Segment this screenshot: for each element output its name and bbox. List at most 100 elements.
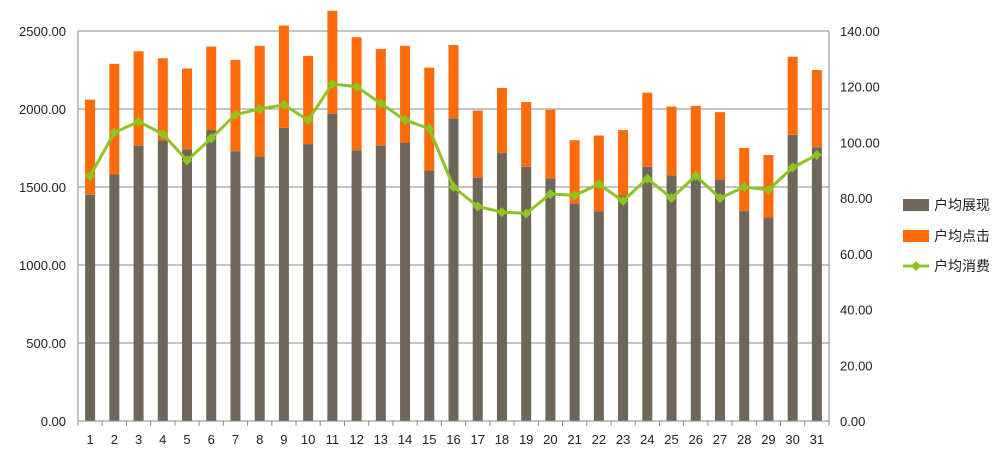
x-tick-label: 1 bbox=[86, 432, 93, 447]
bar-clicks bbox=[278, 25, 289, 128]
x-tick-label: 2 bbox=[111, 432, 118, 447]
bar-impressions bbox=[327, 113, 338, 422]
bar-impressions bbox=[109, 174, 120, 421]
bar-clicks bbox=[448, 45, 459, 119]
x-tick-label: 9 bbox=[280, 432, 287, 447]
line-point bbox=[472, 201, 483, 212]
bar-impressions bbox=[642, 166, 653, 421]
bar-impressions bbox=[811, 147, 822, 421]
bar-clicks bbox=[569, 140, 580, 204]
bar-clicks bbox=[714, 112, 725, 180]
axes: 0.00 500.00 1000.00 1500.00 2000.00 2500.00 0.… bbox=[19, 24, 880, 447]
bar-impressions bbox=[763, 217, 774, 421]
bar-impressions bbox=[714, 179, 725, 421]
bar-impressions bbox=[303, 144, 314, 421]
bar-clicks bbox=[545, 109, 556, 179]
legend-marker bbox=[911, 261, 921, 271]
y-left-tick-label: 1500.00 bbox=[19, 180, 66, 195]
y-right-tick-label: 100.00 bbox=[840, 135, 880, 150]
line-point bbox=[254, 104, 265, 114]
x-tick-label: 27 bbox=[713, 432, 727, 447]
x-tick-label: 10 bbox=[301, 432, 315, 447]
bar-impressions bbox=[545, 178, 556, 421]
bar-impressions bbox=[254, 156, 265, 421]
bar-impressions bbox=[472, 177, 483, 421]
bar-clicks bbox=[739, 148, 750, 212]
bar-impressions bbox=[351, 150, 362, 421]
y-right-tick-label: 40.00 bbox=[840, 303, 873, 318]
line-point bbox=[327, 78, 338, 89]
legend-swatch bbox=[903, 230, 929, 242]
bar-clicks bbox=[182, 68, 193, 150]
bar-clicks bbox=[375, 48, 386, 146]
line-point bbox=[206, 133, 217, 144]
x-tick-label: 26 bbox=[689, 432, 703, 447]
line-point bbox=[182, 155, 193, 166]
bar-impressions bbox=[278, 127, 289, 421]
line-point bbox=[569, 190, 580, 201]
line-point bbox=[690, 170, 701, 181]
bar-impressions bbox=[157, 140, 168, 421]
line-point bbox=[109, 127, 120, 138]
y-left-tick-label: 1000.00 bbox=[19, 258, 66, 273]
bar-impressions bbox=[739, 211, 750, 421]
x-tick-label: 30 bbox=[785, 432, 799, 447]
line-series bbox=[85, 78, 822, 219]
x-tick-label: 14 bbox=[398, 432, 412, 447]
bar-clicks bbox=[496, 87, 507, 153]
line-point bbox=[642, 173, 653, 184]
legend-swatch bbox=[903, 199, 929, 211]
bar-clicks bbox=[642, 92, 653, 167]
x-tick-label: 20 bbox=[543, 432, 557, 447]
bar-clicks bbox=[618, 130, 629, 196]
x-tick-label: 25 bbox=[664, 432, 678, 447]
bar-clicks bbox=[85, 99, 96, 195]
line-point bbox=[278, 99, 289, 110]
line-point bbox=[303, 115, 314, 126]
bar-impressions bbox=[593, 211, 604, 421]
bar-impressions bbox=[666, 175, 677, 421]
x-tick-label: 28 bbox=[737, 432, 751, 447]
bar-clicks bbox=[351, 37, 362, 151]
line-point bbox=[545, 188, 556, 199]
bar-clicks bbox=[303, 55, 314, 145]
line-point bbox=[763, 184, 774, 195]
line-point bbox=[739, 182, 750, 192]
x-tick-label: 17 bbox=[470, 432, 484, 447]
line-point bbox=[424, 123, 435, 134]
bar-impressions bbox=[375, 145, 386, 421]
bar-clicks bbox=[133, 51, 144, 146]
bar-clicks bbox=[327, 10, 338, 114]
bar-impressions bbox=[569, 203, 580, 421]
bar-impressions bbox=[787, 134, 798, 422]
y-right-tick-label: 60.00 bbox=[840, 247, 873, 262]
line-point bbox=[496, 207, 507, 218]
bar-clicks bbox=[521, 101, 532, 167]
bar-clicks bbox=[400, 45, 411, 143]
line-point bbox=[787, 162, 798, 173]
bar-impressions bbox=[182, 149, 193, 421]
line-point bbox=[521, 208, 532, 219]
x-tick-label: 4 bbox=[159, 432, 166, 447]
line-point bbox=[593, 179, 604, 190]
x-tick-label: 21 bbox=[567, 432, 581, 447]
bar-clicks bbox=[424, 67, 435, 171]
x-tick-label: 11 bbox=[326, 432, 340, 447]
bar-clicks bbox=[666, 106, 677, 176]
line-point bbox=[400, 115, 411, 126]
bar-impressions bbox=[206, 130, 217, 421]
y-left-tick-label: 2000.00 bbox=[19, 102, 66, 117]
x-tick-label: 7 bbox=[232, 432, 239, 447]
legend-label: 户均消费 bbox=[934, 258, 990, 274]
x-tick-label: 29 bbox=[761, 432, 775, 447]
bar-clicks bbox=[593, 135, 604, 212]
line-point bbox=[230, 109, 241, 120]
line-point bbox=[666, 193, 677, 204]
y-left-tick-label: 2500.00 bbox=[19, 24, 66, 39]
legend-label: 户均展现 bbox=[934, 197, 990, 213]
bar-clicks bbox=[254, 45, 265, 157]
bar-impressions bbox=[448, 118, 459, 422]
bar-impressions bbox=[424, 170, 435, 421]
bar-clicks bbox=[787, 56, 798, 135]
